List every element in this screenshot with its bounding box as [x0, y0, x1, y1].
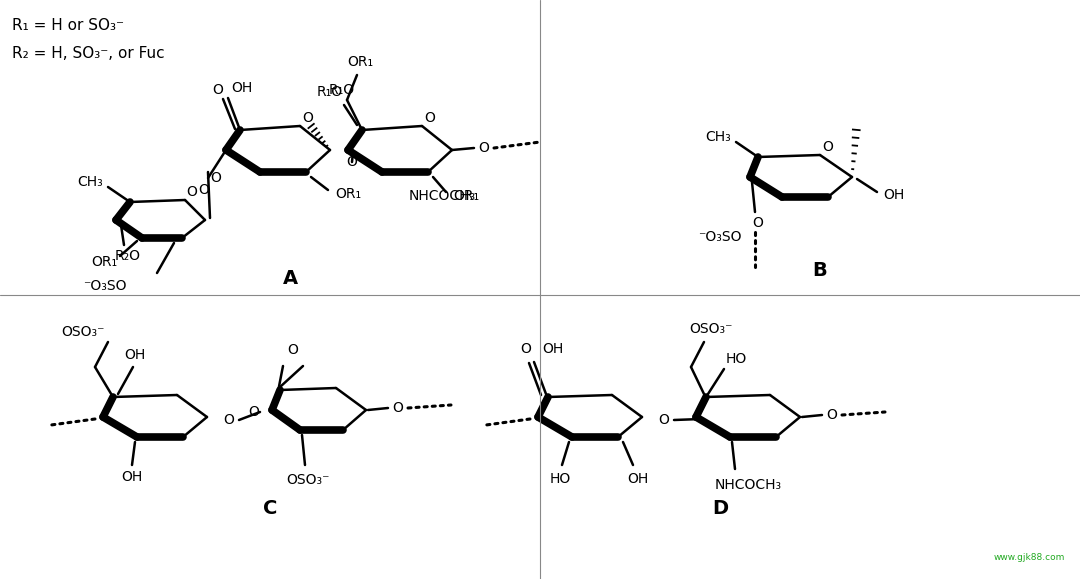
Text: O: O — [753, 216, 764, 230]
Text: O: O — [187, 185, 198, 199]
Text: OH: OH — [542, 342, 564, 356]
Text: OR₁: OR₁ — [91, 255, 117, 269]
Text: O: O — [521, 342, 531, 356]
Text: HO: HO — [550, 472, 570, 486]
Text: O: O — [392, 401, 404, 415]
Text: CH₃: CH₃ — [705, 130, 731, 144]
Text: O: O — [211, 171, 221, 185]
Text: D: D — [712, 499, 728, 518]
Text: www.gjk88.com: www.gjk88.com — [994, 553, 1065, 562]
Text: CH₃: CH₃ — [77, 175, 103, 189]
Text: C: C — [262, 499, 278, 518]
Text: O: O — [213, 83, 224, 97]
Text: OSO₃⁻: OSO₃⁻ — [286, 473, 329, 487]
Text: R₁O: R₁O — [316, 85, 343, 99]
Text: OH: OH — [883, 188, 905, 202]
Text: O: O — [823, 140, 834, 154]
Text: R₂O: R₂O — [114, 249, 141, 263]
Text: NHCOCH₃: NHCOCH₃ — [408, 189, 475, 203]
Text: OR₁: OR₁ — [453, 189, 480, 203]
Text: O: O — [224, 413, 234, 427]
Text: OH: OH — [231, 81, 253, 95]
Text: O: O — [659, 413, 670, 427]
Text: OSO₃⁻: OSO₃⁻ — [62, 325, 105, 339]
Text: OH: OH — [124, 348, 146, 362]
Text: ⁻O₃SO: ⁻O₃SO — [83, 279, 126, 293]
Text: O: O — [248, 405, 259, 419]
Text: HO: HO — [726, 352, 746, 366]
Text: OH: OH — [121, 470, 143, 484]
Text: O: O — [826, 408, 837, 422]
Text: O: O — [302, 111, 313, 125]
Text: R₂ = H, SO₃⁻, or Fuc: R₂ = H, SO₃⁻, or Fuc — [12, 46, 164, 61]
Text: OSO₃⁻: OSO₃⁻ — [689, 322, 732, 336]
Text: NHCOCH₃: NHCOCH₃ — [715, 478, 782, 492]
Text: O: O — [199, 183, 210, 197]
Text: A: A — [283, 269, 298, 288]
Text: O: O — [347, 155, 357, 169]
Text: O: O — [287, 343, 298, 357]
Text: R₁O: R₁O — [329, 83, 355, 97]
Text: ⁻O₃SO: ⁻O₃SO — [699, 230, 742, 244]
Text: OR₁: OR₁ — [335, 187, 361, 201]
Text: OH: OH — [627, 472, 649, 486]
Text: R₁ = H or SO₃⁻: R₁ = H or SO₃⁻ — [12, 18, 124, 33]
Text: B: B — [812, 261, 827, 280]
Text: O: O — [478, 141, 489, 155]
Text: OR₁: OR₁ — [347, 55, 373, 69]
Text: O: O — [424, 111, 435, 125]
